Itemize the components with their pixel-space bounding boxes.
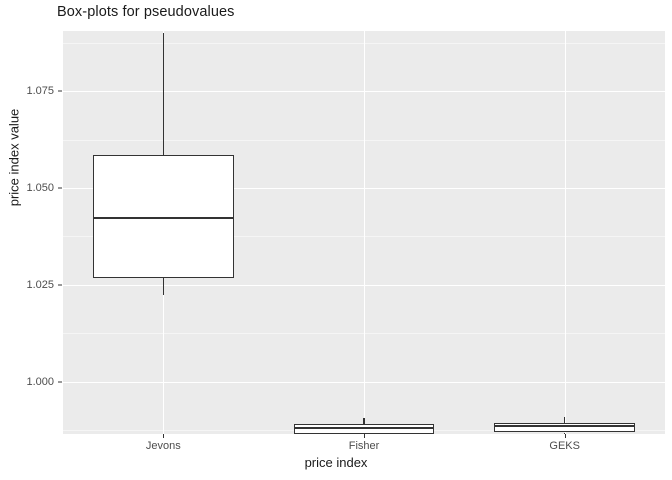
x-tick-mark <box>163 434 165 438</box>
median-geks <box>494 424 635 427</box>
whisker-lower <box>162 277 164 295</box>
y-tick-label: 1.000 <box>26 375 54 388</box>
whisker-upper <box>363 418 365 424</box>
y-tick-mark <box>58 284 62 286</box>
whisker-upper <box>162 32 164 155</box>
y-tick-label: 1.025 <box>26 278 54 291</box>
box-jevons <box>93 155 234 278</box>
plot-panel <box>63 31 665 434</box>
y-tick-label: 1.050 <box>26 181 54 194</box>
y-tick-mark <box>58 381 62 383</box>
y-tick-label: 1.075 <box>26 85 54 98</box>
median-jevons <box>93 216 234 219</box>
y-tick-mark <box>58 90 62 92</box>
x-tick-label-fisher: Fisher <box>348 440 380 452</box>
gridline-vertical <box>364 31 365 434</box>
whisker-lower <box>564 432 566 434</box>
x-axis-title: price index <box>304 455 368 470</box>
y-tick-mark <box>58 187 62 189</box>
whisker-upper <box>564 417 566 423</box>
x-tick-mark <box>364 434 365 438</box>
median-fisher <box>293 427 435 430</box>
box-geks <box>494 422 635 433</box>
x-tick-label-geks: GEKS <box>549 440 580 452</box>
x-tick-label-jevons: Jevons <box>145 440 181 452</box>
x-tick-mark <box>564 434 566 438</box>
gridline-vertical <box>564 31 566 434</box>
chart-title: Box-plots for pseudovalues <box>57 4 235 20</box>
y-axis-title: price index value <box>6 108 22 207</box>
